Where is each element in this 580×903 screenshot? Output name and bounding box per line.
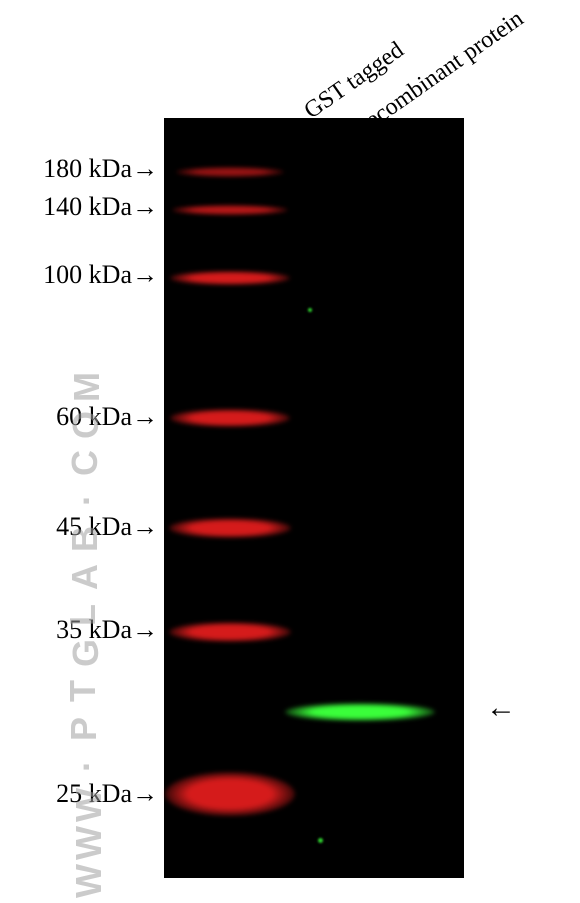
arrow-right-icon: → [132, 779, 158, 809]
marker-label: 180 kDa→ [0, 154, 158, 184]
watermark-char: . [56, 496, 98, 506]
arrow-right-icon: → [132, 154, 158, 184]
band [169, 518, 291, 538]
watermark-char: L [62, 604, 104, 626]
watermark-char: P [63, 717, 105, 741]
band [169, 622, 291, 642]
arrow-right-icon: → [132, 615, 158, 645]
arrow-right-icon: → [132, 260, 158, 290]
watermark-char: . [56, 762, 98, 772]
watermark-char: B [64, 526, 106, 552]
marker-label: 100 kDa→ [0, 260, 158, 290]
marker-label: 140 kDa→ [0, 192, 158, 222]
band [170, 409, 290, 427]
watermark-char: W [68, 788, 110, 822]
watermark-char: M [66, 372, 108, 402]
marker-weight-text: 100 kDa [43, 260, 132, 289]
speck [308, 308, 312, 312]
band [170, 271, 290, 285]
arrow-right-icon: → [132, 402, 158, 432]
target-band-arrow: ← [486, 691, 516, 725]
speck [318, 838, 323, 843]
band [285, 703, 435, 721]
watermark-char: W [68, 864, 110, 898]
watermark-char: T [62, 680, 104, 702]
figure-root: 180 kDa→140 kDa→100 kDa→60 kDa→45 kDa→35… [0, 0, 580, 903]
band [165, 772, 295, 816]
watermark-char: A [64, 564, 106, 590]
watermark-char: G [65, 639, 107, 667]
marker-weight-text: 180 kDa [43, 154, 132, 183]
marker-weight-text: 140 kDa [43, 192, 132, 221]
band [172, 205, 288, 215]
watermark-char: C [64, 450, 106, 476]
watermark-char: O [65, 411, 107, 439]
arrow-right-icon: → [132, 192, 158, 222]
western-blot-area [164, 118, 464, 878]
watermark-char: W [68, 826, 110, 860]
band [176, 167, 284, 177]
arrow-right-icon: → [132, 512, 158, 542]
